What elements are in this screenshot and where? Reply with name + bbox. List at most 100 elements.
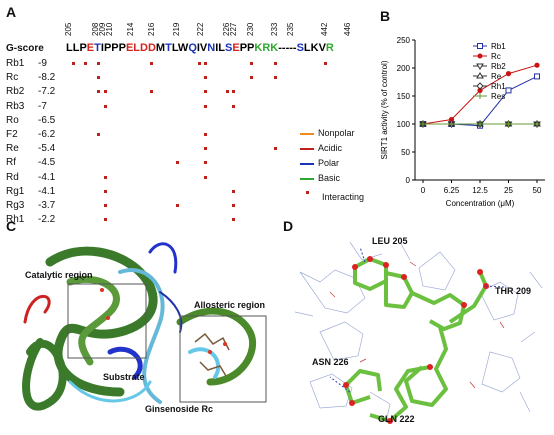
- residue-number: 235: [286, 22, 295, 36]
- compound-name: Rf: [6, 157, 16, 169]
- legend-marker: [477, 43, 483, 49]
- compound-name: Ro: [6, 114, 19, 126]
- allosteric-region-label: Allosteric region: [194, 300, 266, 310]
- panel-a-label: A: [6, 4, 17, 20]
- x-tick-label: 6.25: [444, 186, 460, 195]
- sequence-segment: S: [225, 42, 233, 54]
- gscore-header: G-score: [6, 43, 44, 54]
- sequence-segment: E: [125, 42, 134, 54]
- interaction-dot: [150, 90, 153, 94]
- data-point: [477, 121, 483, 127]
- compound-gscore: -7: [38, 100, 47, 112]
- gln222-label: GLN 222: [378, 414, 415, 424]
- data-point: [534, 121, 540, 127]
- compound-name: Rb1: [6, 58, 25, 69]
- compound-gscore: -3.7: [38, 200, 56, 211]
- sequence-segment: IL: [215, 42, 226, 54]
- sequence-segment: LL: [66, 42, 80, 54]
- compound-name: F2: [6, 129, 18, 140]
- sequence-segment: M: [155, 42, 166, 54]
- legend-swatch: [300, 148, 314, 150]
- interaction-dot: [104, 189, 107, 193]
- residue-number: 216: [147, 22, 156, 36]
- legend-swatch: [300, 163, 314, 165]
- ginsenoside-rc-label: Ginsenoside Rc: [145, 404, 214, 414]
- x-tick-label: 50: [533, 186, 542, 195]
- sequence-segment: LW: [171, 42, 189, 54]
- interaction-dot: [250, 76, 253, 80]
- compound-gscore: -7.2: [38, 86, 56, 98]
- residue-number: 219: [172, 22, 181, 36]
- x-tick-label: 0: [421, 186, 426, 195]
- compound-gscore: -5.4: [38, 143, 56, 155]
- sequence-segment: S: [296, 42, 304, 54]
- compound-name: Rc: [6, 72, 19, 84]
- compound-gscore: -6.2: [38, 129, 56, 140]
- interaction-dot: [324, 62, 327, 65]
- binding-pose-image: [294, 241, 543, 424]
- sequence-segment: T: [165, 42, 172, 54]
- compound-gscore: -2.2: [38, 214, 56, 226]
- legend-label: Nonpolar: [318, 128, 355, 138]
- sequence-segment: K: [270, 42, 279, 54]
- sequence-segment: Q: [188, 42, 197, 54]
- legend-marker: [476, 72, 484, 79]
- legend-label: Acidic: [318, 143, 343, 153]
- compound-name: Rb3: [6, 100, 25, 112]
- sequence-segment: PPP: [103, 42, 126, 54]
- interaction-dot: [232, 189, 235, 193]
- interaction-dot: [104, 204, 107, 207]
- data-point: [448, 121, 455, 127]
- interaction-dot: [204, 62, 207, 65]
- y-tick-label: 0: [406, 176, 411, 185]
- legend-label: Rb2: [491, 62, 506, 71]
- compound-gscore: -9: [38, 58, 47, 69]
- y-tick-label: 100: [397, 120, 411, 129]
- interaction-dot: [204, 90, 207, 94]
- residue-number: 214: [126, 22, 135, 36]
- interaction-dot: [232, 104, 235, 108]
- y-tick-label: 150: [397, 92, 411, 101]
- sequence-segment: PP: [239, 42, 255, 54]
- interaction-dot: [232, 218, 235, 222]
- legend-marker: [476, 63, 484, 70]
- compound-gscore: -8.2: [38, 72, 56, 84]
- legend-label: Interacting: [322, 192, 365, 202]
- sequence-segment: P: [79, 42, 87, 54]
- data-point: [448, 116, 455, 123]
- legend-label: Res: [491, 92, 505, 101]
- residue-number: 233: [270, 22, 279, 36]
- legend-label: Rc: [491, 52, 501, 61]
- interaction-dot: [274, 147, 277, 151]
- thr209-label: THR 209: [495, 286, 532, 296]
- interaction-dot: [204, 175, 207, 179]
- compound-name: Rd: [6, 171, 19, 183]
- interaction-dot: [97, 76, 100, 80]
- interaction-dot: [97, 90, 100, 94]
- protein-structure-image: [22, 242, 267, 411]
- sequence-segment: R: [325, 42, 334, 54]
- legend-label: Rb1: [491, 42, 506, 51]
- compound-name: Rg3: [6, 200, 25, 211]
- residue-number: 227: [229, 22, 238, 36]
- residue-number: 446: [343, 22, 352, 36]
- interaction-dot: [204, 76, 207, 80]
- data-point: [534, 73, 540, 80]
- interaction-dot: [204, 147, 207, 151]
- compound-gscore: -4.5: [38, 157, 56, 169]
- interaction-dot: [72, 62, 75, 65]
- legend-marker: [477, 93, 483, 99]
- legend-label: Rh1: [491, 82, 506, 91]
- x-tick-label: 12.5: [472, 186, 488, 195]
- y-axis-label: SIRT1 activity (% of control): [380, 60, 389, 159]
- interaction-dot: [232, 204, 235, 207]
- sequence-segment: I: [100, 42, 104, 54]
- asn226-label: ASN 226: [312, 357, 349, 367]
- sequence-segment: R: [262, 42, 271, 54]
- interaction-dot: [176, 204, 179, 207]
- interaction-dot: [104, 104, 107, 108]
- interaction-dot: [226, 90, 229, 94]
- legend-marker: [476, 82, 484, 90]
- interaction-dot: [204, 161, 207, 165]
- compound-name: Rg1: [6, 185, 25, 197]
